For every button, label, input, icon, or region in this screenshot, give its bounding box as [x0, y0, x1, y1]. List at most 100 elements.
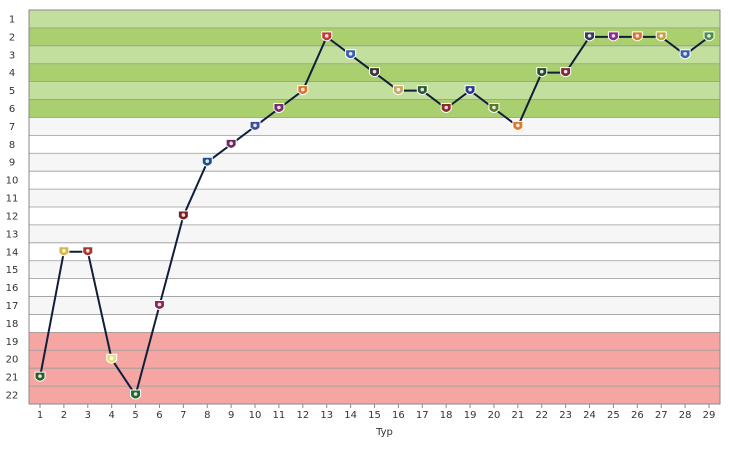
y-tick-label: 7	[9, 122, 15, 133]
data-point	[464, 85, 476, 96]
data-point	[369, 67, 380, 78]
grid-lines	[29, 9, 720, 405]
data-point	[536, 67, 548, 78]
x-tick-label: 28	[679, 410, 692, 421]
zone-band-row	[29, 242, 720, 261]
y-tick-label: 2	[9, 32, 15, 43]
x-tick-label: 3	[85, 410, 91, 421]
zone-band-row	[29, 153, 720, 172]
zone-band-row	[29, 386, 720, 404]
x-axis-title: Typ	[375, 427, 393, 438]
x-tick-label: 16	[392, 410, 405, 421]
y-tick-label: 8	[9, 140, 15, 151]
zone-band-row	[29, 81, 720, 100]
zone-band-row	[29, 135, 720, 154]
zone-band-row	[29, 314, 720, 333]
x-tick-label: 1	[37, 410, 43, 421]
zone-band-row	[29, 117, 720, 136]
zone-band-row	[29, 207, 720, 225]
y-tick-label: 12	[6, 211, 19, 222]
x-tick-label: 24	[583, 410, 596, 421]
y-tick-label: 6	[9, 104, 15, 115]
x-tick-label: 7	[180, 410, 186, 421]
data-point	[130, 389, 142, 400]
data-point	[34, 371, 46, 382]
y-tick-label: 22	[6, 391, 19, 402]
data-point	[321, 31, 333, 42]
data-point	[201, 156, 213, 167]
data-point	[655, 31, 667, 42]
x-tick-label: 22	[535, 410, 548, 421]
x-tick-labels: 1 2 3 4 5 6 7 8 9 10 11 12 13 14 15 16 17 18 19 20 21 22 23 24 2…	[37, 404, 716, 421]
zone-band-row	[29, 27, 720, 46]
x-tick-label: 14	[344, 410, 357, 421]
x-tick-label: 18	[440, 410, 453, 421]
y-tick-label: 21	[6, 373, 19, 384]
x-tick-label: 26	[631, 410, 644, 421]
zone-band-row	[29, 45, 720, 64]
y-tick-label: 10	[6, 176, 19, 187]
y-tick-label: 18	[6, 319, 19, 330]
data-point	[58, 246, 70, 257]
x-tick-label: 10	[249, 410, 262, 421]
x-tick-label: 27	[655, 410, 668, 421]
x-tick-label: 25	[607, 410, 620, 421]
y-tick-label: 15	[6, 265, 19, 276]
data-point	[345, 49, 357, 60]
zone-band-row	[29, 278, 720, 297]
x-tick-label: 23	[559, 410, 572, 421]
x-tick-label: 4	[108, 410, 114, 421]
y-tick-label: 1	[9, 14, 15, 25]
series-markers	[34, 31, 715, 400]
x-tick-label: 8	[204, 410, 210, 421]
data-point	[560, 67, 572, 78]
y-tick-label: 20	[6, 355, 19, 366]
zone-band-row	[29, 189, 720, 207]
data-point	[703, 31, 715, 42]
x-tick-label: 12	[296, 410, 309, 421]
x-tick-label: 9	[228, 410, 234, 421]
y-tick-label: 11	[6, 194, 19, 205]
x-tick-label: 5	[132, 410, 138, 421]
x-tick-label: 11	[273, 410, 286, 421]
data-point	[82, 246, 94, 257]
y-tick-label: 3	[9, 50, 15, 61]
x-tick-label: 15	[368, 410, 381, 421]
data-point	[631, 31, 643, 42]
y-tick-label: 5	[9, 86, 15, 97]
y-tick-label: 17	[6, 301, 19, 312]
x-tick-label: 20	[488, 410, 501, 421]
x-tick-label: 13	[320, 410, 333, 421]
zone-band-row	[29, 10, 720, 28]
data-point	[106, 353, 118, 364]
x-tick-label: 29	[703, 410, 716, 421]
y-tick-label: 13	[6, 229, 19, 240]
x-tick-label: 17	[416, 410, 429, 421]
data-point	[225, 138, 237, 149]
y-tick-label: 14	[6, 247, 19, 258]
y-tick-label: 9	[9, 158, 15, 169]
data-point	[153, 300, 165, 310]
data-point	[512, 120, 524, 131]
x-tick-label: 19	[464, 410, 477, 421]
x-tick-label: 21	[511, 410, 524, 421]
data-point	[607, 31, 619, 42]
data-point	[440, 103, 452, 113]
zone-band-row	[29, 296, 720, 315]
x-tick-label: 6	[156, 410, 162, 421]
zone-band-row	[29, 332, 720, 351]
x-tick-label: 2	[61, 410, 67, 421]
data-point	[416, 85, 428, 96]
zone-band-row	[29, 171, 720, 190]
y-tick-label: 19	[6, 337, 19, 348]
zone-band-row	[29, 350, 720, 369]
zone-band-row	[29, 99, 720, 118]
data-point	[297, 85, 309, 96]
data-point	[679, 49, 691, 60]
data-point	[584, 31, 596, 42]
zone-band-row	[29, 368, 720, 387]
data-point	[273, 103, 285, 113]
data-point	[392, 85, 404, 96]
